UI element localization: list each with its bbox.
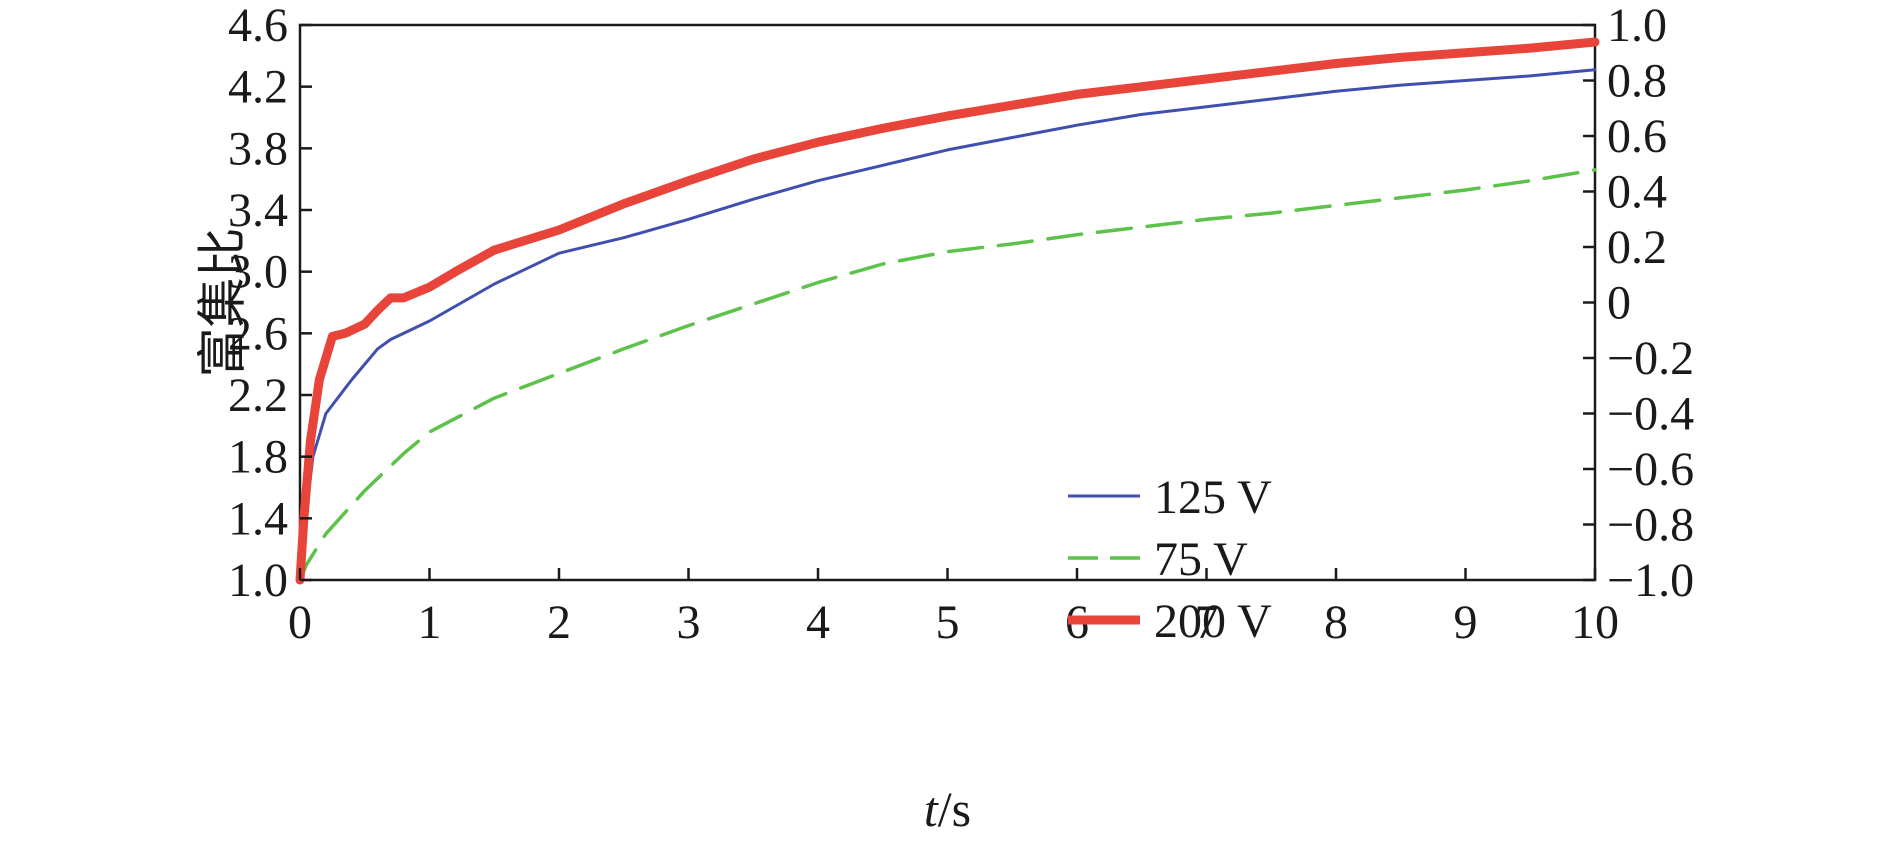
y-tick-label: 3.4 (228, 184, 288, 237)
y2-tick-label: 1.0 (1607, 0, 1667, 52)
x-tick-label: 1 (418, 596, 442, 649)
y2-tick-label: −0.2 (1607, 332, 1694, 385)
y2-tick-label: −0.8 (1607, 499, 1694, 552)
y-tick-label: 3.8 (228, 122, 288, 175)
y-tick-label: 3.0 (228, 246, 288, 299)
plot-area (298, 23, 1597, 582)
y2-axis-ticks: −1.0−0.8−0.6−0.4−0.200.20.40.60.81.0 (1583, 0, 1694, 607)
legend: 125 V 75 V 200 V (1068, 471, 1272, 648)
y-axis-title: 富集比 (194, 228, 250, 378)
x-tick-label: 5 (936, 596, 960, 649)
y2-tick-label: 0 (1607, 277, 1631, 330)
legend-label: 125 V (1154, 471, 1272, 524)
y2-tick-label: 0.6 (1607, 110, 1667, 163)
series-line-75v (298, 168, 1597, 582)
x-axis-title-variable: t (924, 781, 939, 837)
x-tick-label: 9 (1454, 596, 1478, 649)
y2-tick-label: 0.2 (1607, 221, 1667, 274)
x-axis-ticks: 012345678910 (288, 568, 1619, 649)
series-line-125v (298, 68, 1597, 582)
y2-tick-label: −1.0 (1607, 554, 1694, 607)
series-layer (295, 37, 1600, 585)
x-tick-label: 3 (677, 596, 701, 649)
y-tick-label: 4.6 (228, 0, 288, 52)
x-tick-label: 10 (1571, 596, 1619, 649)
x-tick-label: 0 (288, 596, 312, 649)
x-tick-label: 7 (1195, 596, 1219, 649)
x-tick-label: 2 (547, 596, 571, 649)
x-axis-title-unit: /s (938, 781, 971, 837)
x-tick-label: 8 (1324, 596, 1348, 649)
y2-tick-label: 0.4 (1607, 166, 1667, 219)
y2-tick-label: 0.8 (1607, 55, 1667, 108)
x-axis-title: t/s (924, 781, 971, 837)
plot-frame (298, 23, 1597, 582)
series-line-200v (295, 37, 1600, 585)
legend-label: 200 V (1154, 595, 1272, 648)
y-tick-label: 4.2 (228, 61, 288, 114)
y-axis-ticks: 1.0 1.4 1.8 2.2 2.6 3.0 3.4 3.8 4.2 4.6 (228, 0, 312, 607)
y2-tick-label: −0.6 (1607, 443, 1694, 496)
x-tick-label: 4 (806, 596, 830, 649)
y-tick-label: 1.0 (228, 554, 288, 607)
y-tick-label: 1.8 (228, 431, 288, 484)
y-tick-label: 1.4 (228, 492, 288, 545)
y-tick-label: 2.2 (228, 369, 288, 422)
legend-label: 75 V (1154, 533, 1248, 586)
y-tick-label: 2.6 (228, 307, 288, 360)
y2-tick-label: −0.4 (1607, 388, 1694, 441)
